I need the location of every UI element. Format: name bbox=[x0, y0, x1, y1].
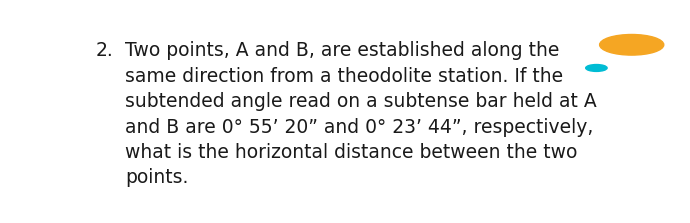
Text: points.: points. bbox=[125, 168, 188, 187]
Text: subtended angle read on a subtense bar held at A: subtended angle read on a subtense bar h… bbox=[125, 92, 596, 111]
Text: 2.: 2. bbox=[96, 41, 114, 60]
Text: and B are 0° 55’ 20” and 0° 23’ 44”, respectively,: and B are 0° 55’ 20” and 0° 23’ 44”, res… bbox=[125, 118, 593, 137]
Text: what is the horizontal distance between the two: what is the horizontal distance between … bbox=[125, 143, 577, 162]
Circle shape bbox=[586, 64, 607, 71]
Text: same direction from a theodolite station. If the: same direction from a theodolite station… bbox=[125, 67, 563, 86]
Text: Two points, A and B, are established along the: Two points, A and B, are established alo… bbox=[125, 41, 559, 60]
Circle shape bbox=[600, 35, 664, 55]
